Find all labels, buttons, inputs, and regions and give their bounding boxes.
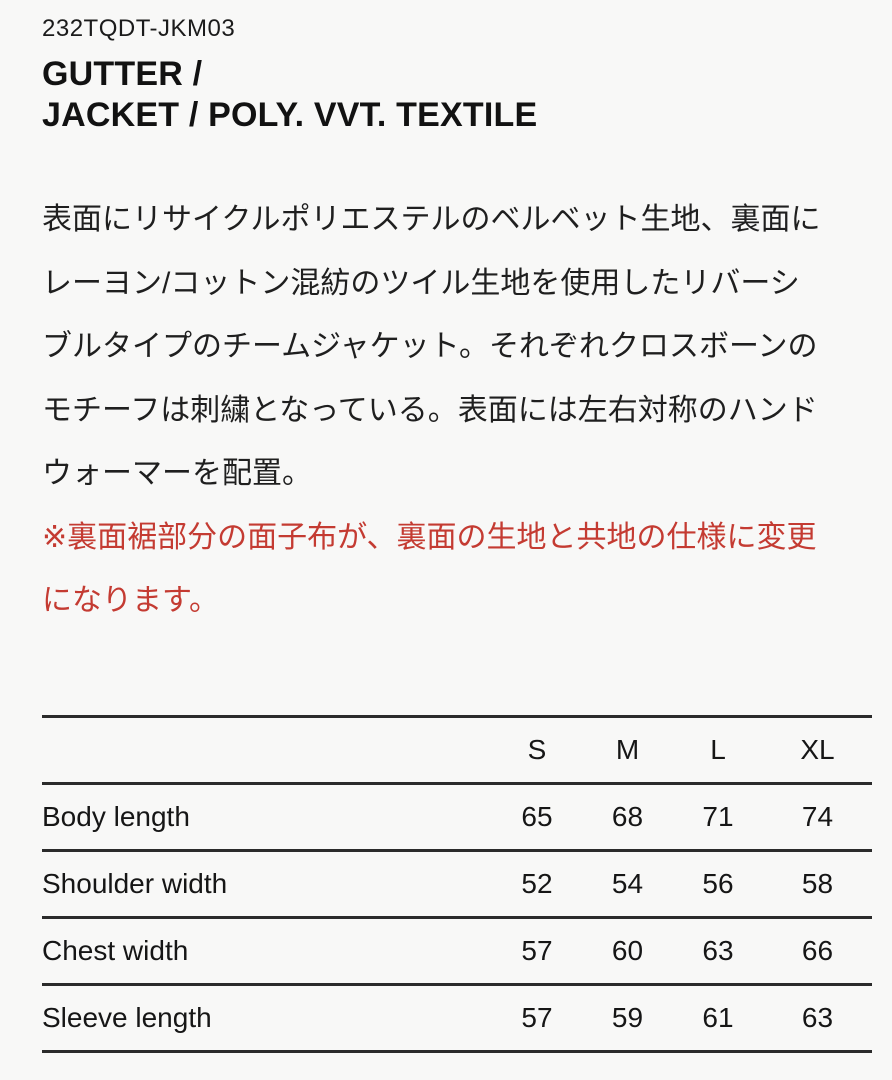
product-title-line-1: GUTTER / [42, 55, 203, 93]
table-row-sleeve-length: Sleeve length 57 59 61 63 [42, 984, 872, 1051]
size-value: 57 [521, 934, 553, 966]
size-value: 56 [702, 867, 734, 899]
size-value: 65 [521, 800, 553, 832]
size-column-header-s: S [527, 733, 547, 765]
size-value: 63 [702, 934, 734, 966]
product-description: 表面にリサイクルポリエステルのベルベット生地、裏面に レーヨン/コットン混紡のツ… [42, 188, 872, 506]
spec-change-note-line: ※裏面裾部分の面子布が、裏面の生地と共地の仕様に変更 [42, 520, 817, 554]
table-row-body-length: Body length 65 68 71 74 [42, 783, 872, 850]
size-value: 60 [611, 934, 644, 966]
description-line: ブルタイプのチームジャケット。それぞれクロスボーンの [42, 330, 818, 363]
size-value: 52 [521, 867, 553, 899]
size-value: 58 [801, 867, 834, 899]
product-title: GUTTER / JACKET / POLY. VVT. TEXTILE [42, 54, 872, 136]
size-value: 54 [611, 867, 644, 899]
size-value: 59 [611, 1001, 644, 1033]
product-code: 232TQDT-JKM03 [42, 15, 236, 42]
size-column-header-m: M [615, 733, 640, 765]
size-chart-header-row: S M L XL [42, 716, 872, 783]
table-row-chest-width: Chest width 57 60 63 66 [42, 917, 872, 984]
spec-change-note-line: になります。 [42, 584, 219, 617]
size-column-header-xl: XL [800, 733, 835, 765]
size-chart-table: S M L XL Body length 65 68 71 74 Shoulde… [42, 714, 872, 1053]
size-value: 68 [611, 800, 644, 832]
size-column-header-l: L [710, 733, 726, 765]
size-value: 57 [521, 1001, 553, 1033]
description-line: レーヨン/コットン混紡のツイル生地を使用したリバーシ [42, 266, 800, 300]
table-row-shoulder-width: Shoulder width 52 54 56 58 [42, 850, 872, 917]
size-value: 66 [801, 934, 834, 966]
empty-header-cell [42, 716, 492, 783]
size-value: 74 [801, 800, 834, 832]
size-value: 63 [801, 1001, 834, 1033]
size-value: 71 [702, 800, 734, 832]
description-line: ウォーマーを配置。 [42, 457, 312, 490]
spec-change-note: ※裏面裾部分の面子布が、裏面の生地と共地の仕様に変更 になります。 [42, 506, 872, 633]
measurement-label: Chest width [42, 934, 189, 966]
product-detail-page: 232TQDT-JKM03 GUTTER / JACKET / POLY. VV… [42, 15, 872, 1053]
product-title-line-2: JACKET / POLY. VVT. TEXTILE [42, 96, 538, 134]
description-line: モチーフは刺繍となっている。表面には左右対称のハンド [42, 393, 818, 427]
measurement-label: Sleeve length [42, 1001, 212, 1033]
measurement-label: Body length [42, 800, 190, 832]
size-value: 61 [702, 1001, 734, 1033]
description-line: 表面にリサイクルポリエステルのベルベット生地、裏面に [42, 203, 821, 236]
measurement-label: Shoulder width [42, 867, 228, 899]
